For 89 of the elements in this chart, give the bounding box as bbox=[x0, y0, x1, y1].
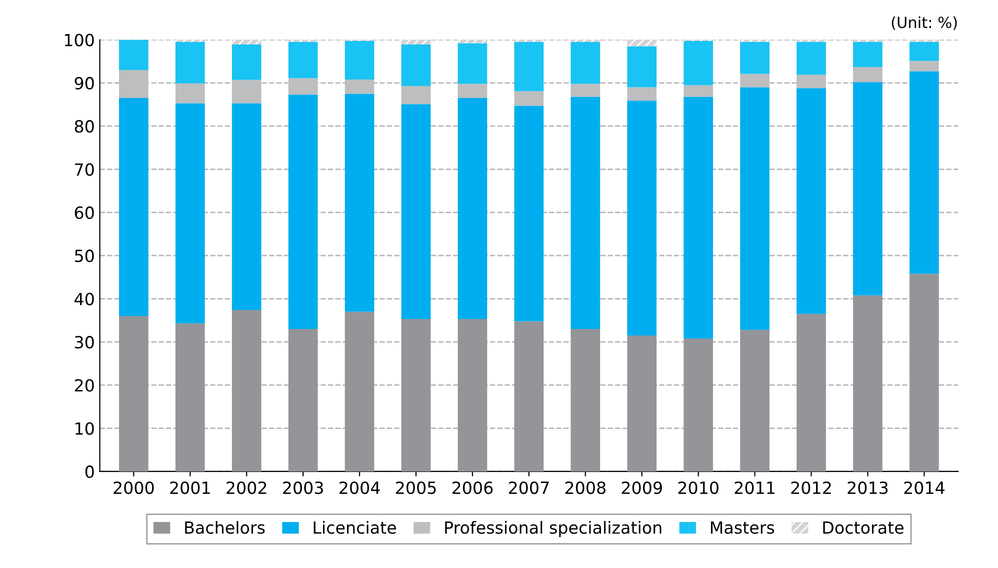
bar bbox=[910, 42, 939, 61]
x-tick-label: 2008 bbox=[565, 481, 606, 494]
y-tick-label: 50 bbox=[75, 250, 94, 262]
bar bbox=[344, 41, 374, 80]
x-tick-label: 2010 bbox=[678, 481, 718, 494]
x-tick-label: 2005 bbox=[396, 481, 436, 494]
x-tick-label: 2006 bbox=[452, 481, 493, 494]
legend-label: Bachelors bbox=[185, 520, 265, 534]
y-tick-label: 100 bbox=[64, 34, 94, 46]
y-tick-label: 0 bbox=[85, 465, 94, 478]
bar bbox=[119, 316, 148, 472]
bar bbox=[232, 40, 262, 45]
bar bbox=[514, 321, 544, 472]
bar bbox=[401, 86, 431, 104]
bar bbox=[401, 40, 431, 45]
x-tick-label: 2011 bbox=[734, 481, 774, 494]
x-tick-label: 2013 bbox=[848, 481, 888, 494]
bar bbox=[627, 46, 657, 88]
bar bbox=[288, 42, 318, 78]
bar bbox=[401, 319, 431, 472]
y-tick-label: 60 bbox=[74, 206, 94, 219]
legend-label: Masters bbox=[710, 521, 774, 534]
bar bbox=[740, 330, 770, 472]
bar bbox=[232, 310, 262, 472]
x-tick-label: 2003 bbox=[283, 481, 323, 494]
bar bbox=[570, 84, 600, 97]
bar bbox=[853, 295, 882, 472]
bar bbox=[119, 98, 148, 316]
bar bbox=[288, 328, 318, 472]
bar bbox=[514, 42, 544, 92]
x-tick-label: 2002 bbox=[226, 481, 266, 494]
bar bbox=[570, 96, 600, 329]
bar bbox=[401, 44, 431, 86]
bar bbox=[627, 87, 657, 101]
bar bbox=[175, 42, 205, 84]
bar bbox=[514, 91, 544, 106]
bar bbox=[684, 41, 714, 86]
y-tick-label: 80 bbox=[74, 120, 94, 133]
bar bbox=[458, 84, 488, 98]
bar bbox=[853, 82, 882, 296]
bar bbox=[796, 314, 826, 472]
bar bbox=[853, 66, 882, 82]
x-tick-label: 2012 bbox=[791, 481, 831, 494]
y-tick-label: 30 bbox=[75, 336, 94, 349]
bar bbox=[910, 60, 939, 72]
legend-label: Professional specialization bbox=[445, 520, 662, 538]
x-tick-label: 2009 bbox=[622, 481, 662, 494]
legend-label: Doctorate bbox=[823, 521, 904, 534]
bar bbox=[627, 335, 657, 472]
bar bbox=[570, 328, 600, 472]
bar bbox=[514, 106, 544, 322]
bar bbox=[684, 338, 714, 472]
bar bbox=[853, 42, 882, 67]
bar bbox=[740, 87, 770, 330]
y-tick-label: 90 bbox=[74, 76, 94, 90]
bar bbox=[344, 94, 374, 312]
bar bbox=[175, 83, 205, 104]
x-tick-label: 2014 bbox=[904, 481, 944, 494]
bar bbox=[796, 88, 826, 314]
bar bbox=[119, 40, 148, 70]
bar bbox=[288, 94, 318, 329]
y-tick-label: 10 bbox=[76, 422, 94, 435]
bar bbox=[910, 274, 939, 472]
bar bbox=[796, 42, 826, 75]
x-tick-label: 2001 bbox=[170, 481, 210, 494]
bar bbox=[175, 323, 205, 472]
bar bbox=[175, 103, 205, 324]
bar bbox=[910, 71, 939, 274]
bar bbox=[570, 42, 600, 84]
legend-label: Licenciate bbox=[314, 520, 396, 534]
y-tick-label: 40 bbox=[74, 292, 94, 306]
bar bbox=[458, 319, 488, 472]
y-tick-label: 20 bbox=[74, 379, 94, 392]
bar bbox=[232, 44, 262, 80]
text: (Unit: %) bbox=[892, 16, 957, 30]
x-tick-label: 2004 bbox=[340, 481, 380, 494]
x-tick-label: 2007 bbox=[508, 481, 549, 494]
y-tick-label: 70 bbox=[75, 163, 94, 176]
bar bbox=[740, 42, 770, 74]
bar bbox=[401, 104, 431, 320]
bar bbox=[458, 98, 488, 320]
bar bbox=[458, 43, 488, 84]
x-tick-label: 2000 bbox=[114, 481, 154, 494]
bar bbox=[627, 40, 657, 46]
bar bbox=[684, 96, 714, 338]
bar bbox=[684, 85, 714, 97]
bar bbox=[627, 100, 657, 336]
bar bbox=[232, 103, 262, 310]
bar bbox=[344, 312, 374, 472]
